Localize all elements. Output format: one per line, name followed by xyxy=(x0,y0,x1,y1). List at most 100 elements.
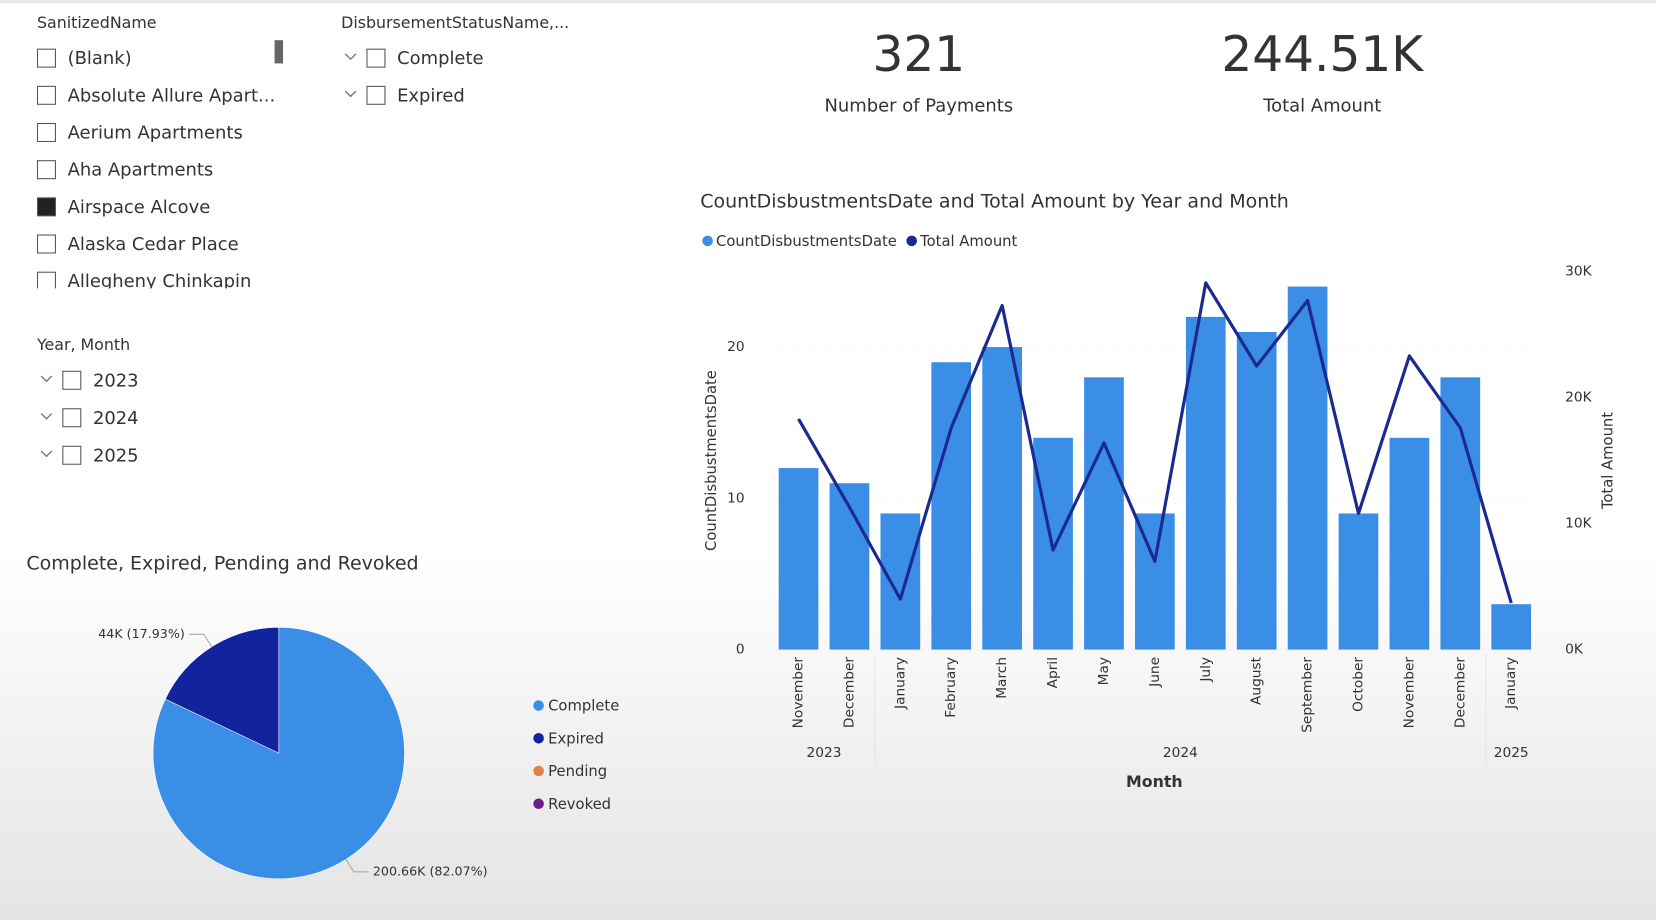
slicer-item[interactable]: (Blank) xyxy=(68,48,132,69)
legend-label: Revoked xyxy=(548,796,611,813)
bar xyxy=(1338,513,1379,650)
top-border xyxy=(0,0,1656,4)
expand-chevron[interactable] xyxy=(40,413,53,420)
x-tick-label: March xyxy=(994,657,1010,699)
legend-marker xyxy=(906,235,917,247)
legend-label: Pending xyxy=(548,763,607,780)
slicer: SanitizedName xyxy=(37,13,284,64)
checkbox[interactable] xyxy=(366,85,386,105)
slicer-title: Year, Month xyxy=(36,335,130,354)
y2-axis-title: Total Amount xyxy=(1599,412,1616,510)
slicer-item[interactable]: 2023 xyxy=(93,370,139,391)
x-tick-label: November xyxy=(791,657,807,729)
slicer-item[interactable]: Allegheny Chinkapin xyxy=(68,271,252,292)
slicer-item[interactable]: Absolute Allure Apart... xyxy=(68,85,276,106)
x-tick-label: December xyxy=(1452,657,1468,728)
data-label: 200.66K (82.07%) xyxy=(373,863,488,878)
bar xyxy=(982,347,1023,650)
x-tick-label: August xyxy=(1249,656,1265,705)
x-tick-label: July xyxy=(1198,657,1214,683)
expand-chevron[interactable] xyxy=(40,450,53,458)
pie-slice xyxy=(152,627,405,879)
x-tick-label: January xyxy=(892,657,908,710)
legend-label: CountDisbustmentsDate xyxy=(716,233,897,250)
scrollbar[interactable] xyxy=(274,40,284,64)
bar xyxy=(880,513,921,650)
bar xyxy=(829,483,870,650)
bar xyxy=(778,468,819,650)
slicer: DisbursementStatusName,... Complete Expire… xyxy=(341,13,569,107)
slicer: Year, Month 2023 2024 2025 xyxy=(36,335,139,466)
x-tick-label: April xyxy=(1045,657,1061,688)
x-tick-label: June xyxy=(1147,657,1163,688)
slicer-item[interactable]: Complete xyxy=(397,48,483,69)
checkbox[interactable] xyxy=(36,271,56,290)
bar xyxy=(1185,316,1226,650)
y2-tick-label: 10K xyxy=(1565,516,1592,532)
x-tick-label: December xyxy=(841,657,857,728)
y-axis-title: CountDisbustmentsDate xyxy=(703,370,720,551)
card-label: Number of Payments xyxy=(825,96,1014,117)
checkbox[interactable] xyxy=(366,48,386,68)
checkbox[interactable] xyxy=(62,445,82,465)
legend-label: Total Amount xyxy=(919,233,1017,250)
slicer: (Blank) Absolute Allure Apart... Aerium Ap… xyxy=(36,48,276,292)
checkbox[interactable] xyxy=(36,234,56,254)
checkbox[interactable] xyxy=(36,122,56,143)
y-tick-label: 0 xyxy=(736,642,745,658)
x-tick-label: October xyxy=(1350,657,1366,712)
chart-title: CountDisbustmentsDate and Total Amount b… xyxy=(700,190,1289,212)
bar xyxy=(1135,513,1175,650)
card-value: 321 xyxy=(872,27,965,83)
legend-label: Complete xyxy=(548,698,619,715)
chart-title: Complete, Expired, Pending and Revoked xyxy=(26,553,418,575)
checkbox[interactable] xyxy=(62,408,82,428)
slicer-title: DisbursementStatusName,... xyxy=(341,13,569,32)
slicer-item[interactable]: Alaska Cedar Place xyxy=(68,234,239,255)
line xyxy=(797,281,1513,604)
slicer-item[interactable]: Expired xyxy=(397,85,465,106)
x-tick-label: November xyxy=(1401,657,1417,729)
slicer-item[interactable]: Aha Apartments xyxy=(68,160,214,181)
leader-line xyxy=(189,633,213,648)
bar xyxy=(1389,437,1430,650)
x-group-label: 2025 xyxy=(1494,745,1529,761)
expand-chevron[interactable] xyxy=(344,53,357,61)
bar xyxy=(1236,331,1277,650)
expand-chevron[interactable] xyxy=(344,90,357,98)
x-group-label: 2023 xyxy=(807,745,842,761)
slicer-item[interactable]: 2024 xyxy=(93,408,139,429)
legend-marker xyxy=(533,733,544,744)
y2-tick-label: 0K xyxy=(1565,642,1584,658)
expand-chevron[interactable] xyxy=(40,375,53,383)
y2-tick-label: 30K xyxy=(1565,263,1592,279)
slicer-item[interactable]: 2025 xyxy=(93,445,139,466)
legend-marker xyxy=(533,798,544,810)
slicer-title: SanitizedName xyxy=(37,13,157,32)
x-axis-title: Month xyxy=(1126,772,1183,791)
x-tick-label: February xyxy=(943,657,959,718)
checkbox[interactable] xyxy=(36,160,56,180)
checkbox[interactable] xyxy=(36,48,56,68)
y-tick-label: 10 xyxy=(727,490,744,506)
y-tick-label: 20 xyxy=(727,339,744,355)
x-tick-label: May xyxy=(1096,657,1112,685)
bar xyxy=(1440,377,1481,650)
x-group-label: 2024 xyxy=(1163,745,1198,761)
card-label: Total Amount xyxy=(1262,96,1381,117)
legend-label: Expired xyxy=(548,730,604,747)
bar xyxy=(1491,604,1532,650)
x-tick-label: September xyxy=(1300,657,1316,733)
slicer-item[interactable]: Aerium Apartments xyxy=(68,123,243,144)
checkbox[interactable] xyxy=(62,370,82,390)
legend-marker xyxy=(533,765,544,777)
legend-marker xyxy=(702,235,713,247)
slicer-item[interactable]: Airspace Alcove xyxy=(68,197,211,218)
checkbox[interactable] xyxy=(36,85,56,105)
y2-tick-label: 20K xyxy=(1565,390,1592,406)
checkbox[interactable] xyxy=(36,197,56,217)
bar xyxy=(1287,286,1328,650)
legend-marker xyxy=(533,700,544,711)
